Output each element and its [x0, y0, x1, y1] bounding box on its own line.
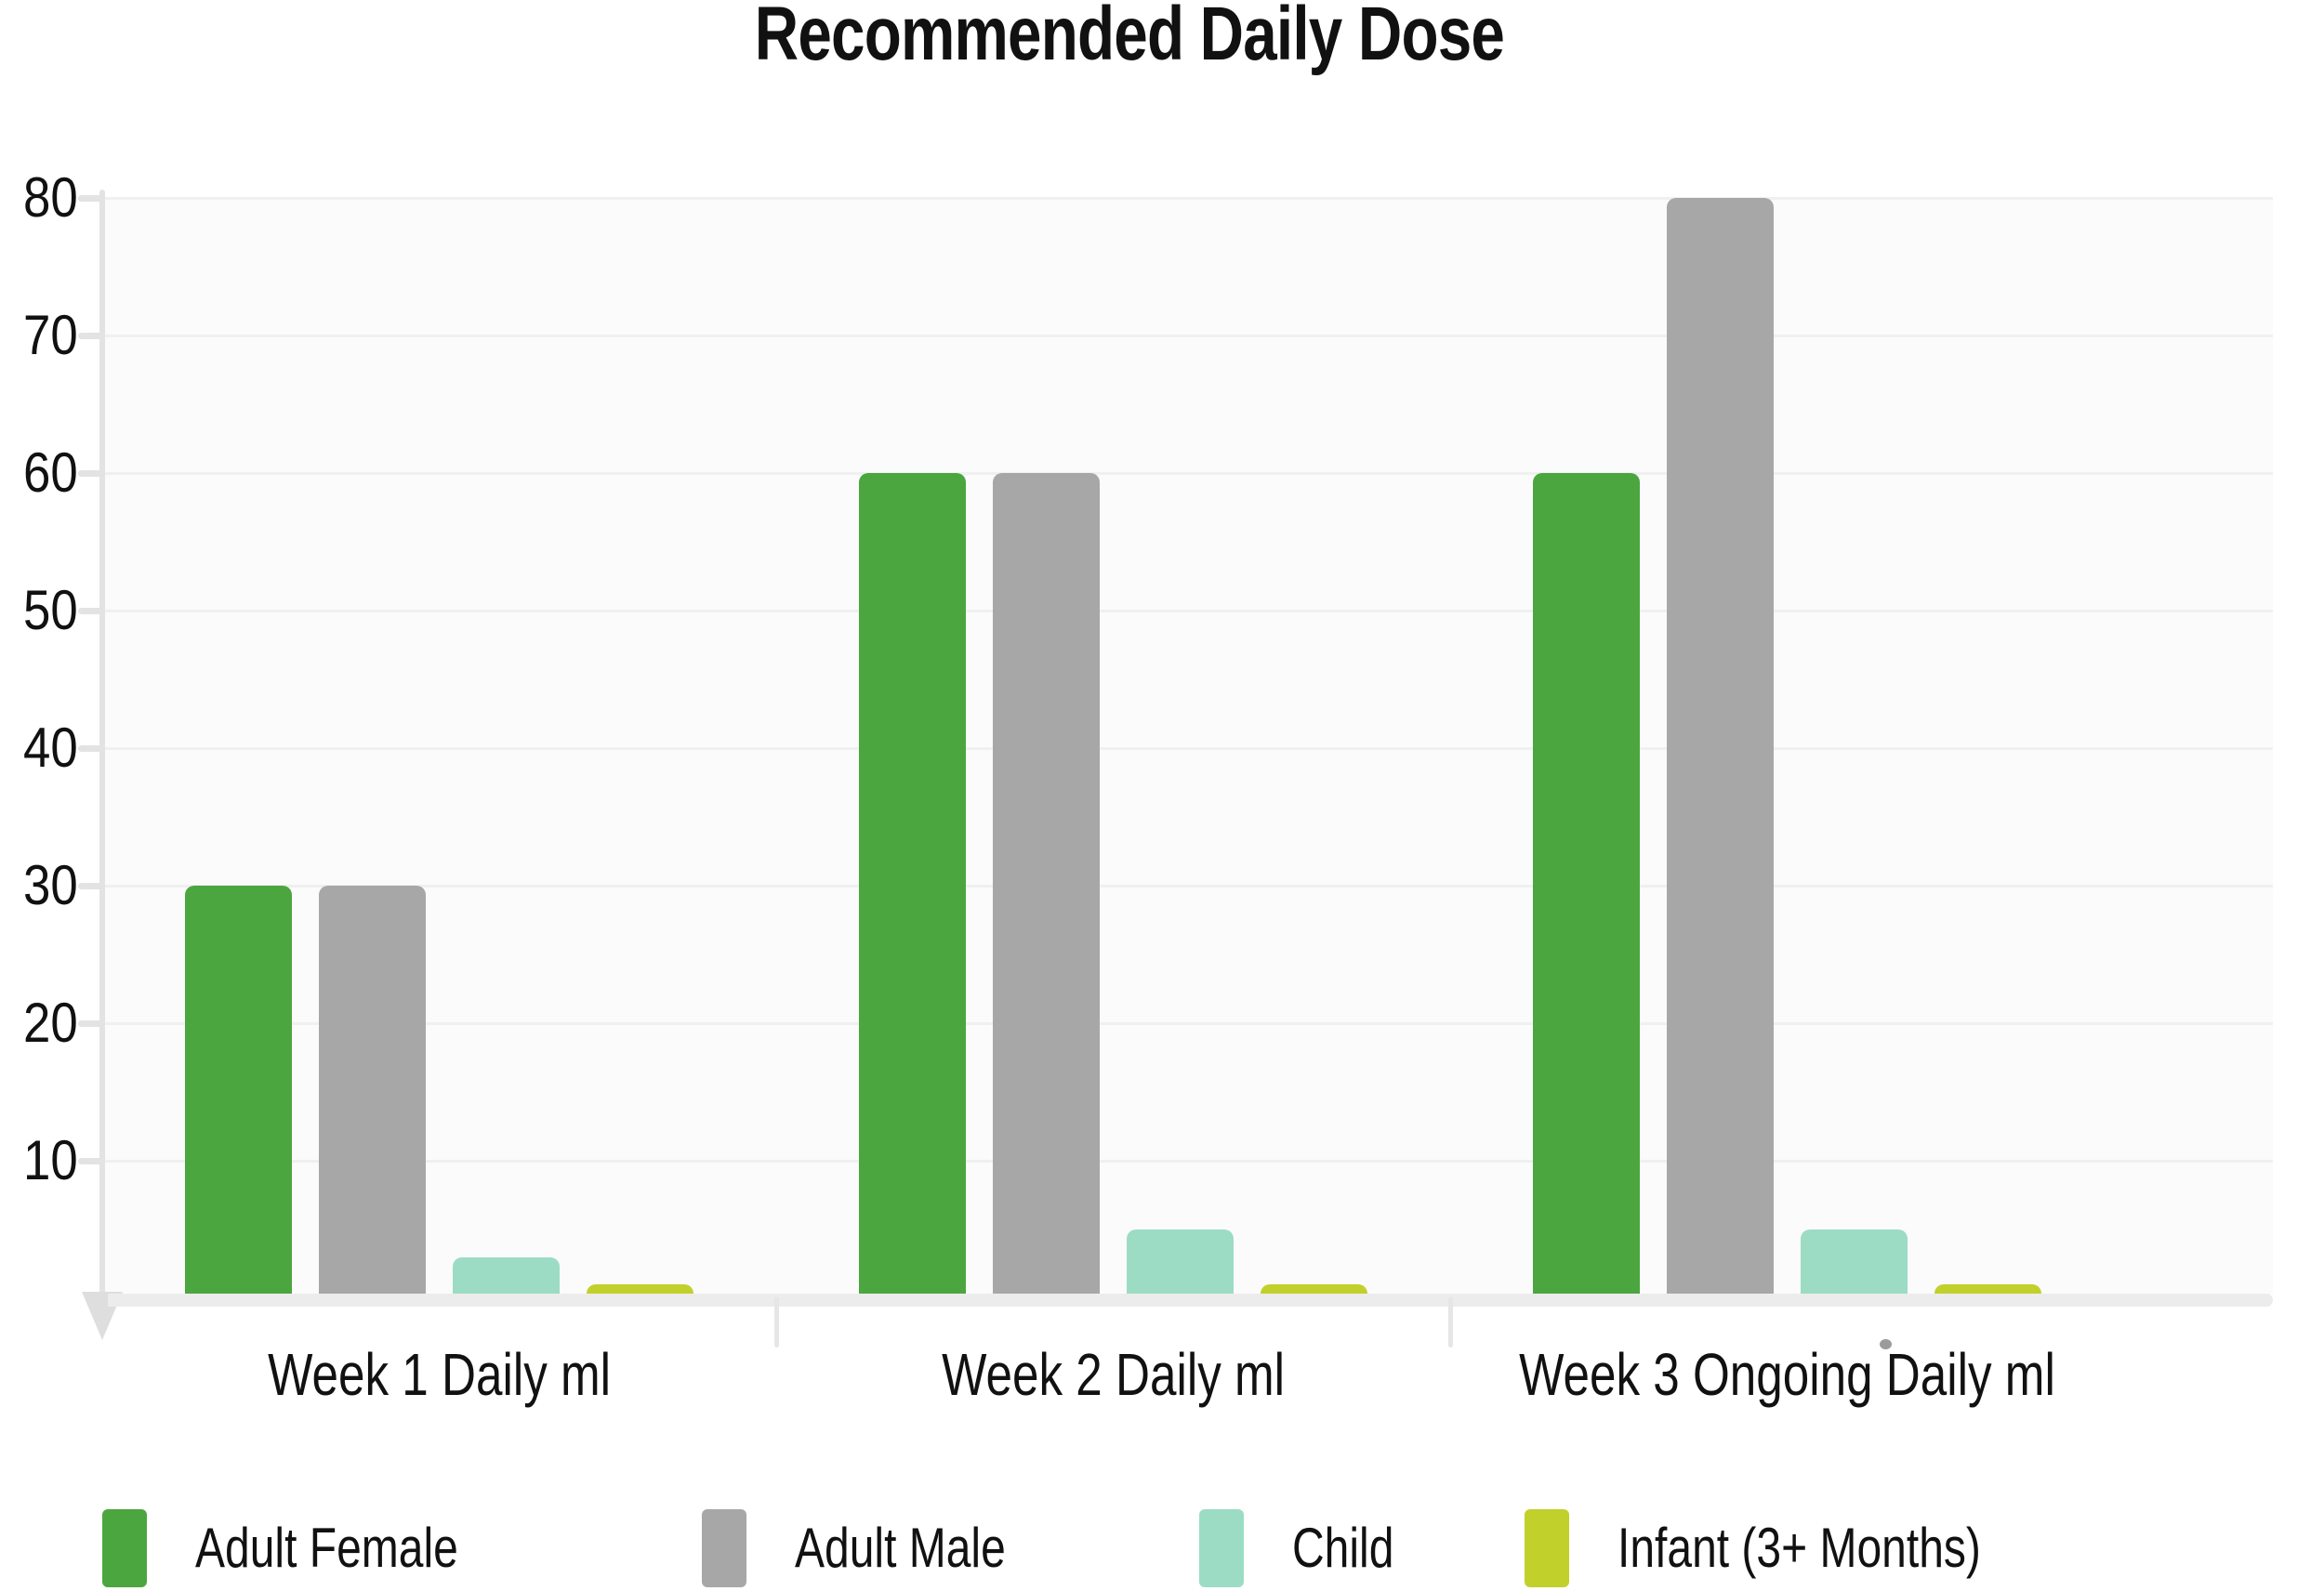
- gridline: [102, 471, 2273, 475]
- legend-item-infant-3-months: Infant (3+ Months): [1525, 1509, 2072, 1587]
- legend-swatch-infant-3-months: [1525, 1509, 1569, 1587]
- gridline: [102, 334, 2273, 337]
- x-category-label-container: Week 3 Ongoing Daily ml: [1450, 1335, 2124, 1414]
- y-tick-label: 50: [23, 579, 78, 641]
- y-tick-mark: [78, 1019, 103, 1027]
- legend-label: Adult Female: [195, 1517, 458, 1579]
- x-category-label-container: Week 2 Daily ml: [776, 1335, 1450, 1414]
- y-tick-mark: [78, 607, 103, 614]
- y-tick-label: 40: [23, 717, 78, 779]
- bar-adult-male-week-3-ongoing-daily-ml: [1667, 198, 1774, 1302]
- y-tick-label: 10: [23, 1129, 78, 1191]
- y-tick-mark: [78, 882, 103, 889]
- x-axis-baseline: [108, 1294, 2273, 1307]
- x-category-label: Week 3 Ongoing Daily ml: [1519, 1341, 2055, 1408]
- legend-item-adult-female: Adult Female: [102, 1509, 524, 1587]
- gridline: [102, 884, 2273, 888]
- legend-label: Child: [1292, 1517, 1394, 1579]
- bar-adult-male-week-1-daily-ml: [319, 886, 426, 1302]
- y-tick-label: 20: [23, 992, 78, 1054]
- gridline: [102, 609, 2273, 612]
- y-tick-label: 60: [23, 441, 78, 504]
- legend-label: Adult Male: [795, 1517, 1006, 1579]
- gridline: [102, 196, 2273, 200]
- bar-child-week-3-ongoing-daily-ml: [1801, 1229, 1908, 1302]
- chart-title: Recommended Daily Dose: [754, 0, 1505, 76]
- category-separator: [1448, 1297, 1453, 1348]
- y-tick-mark: [78, 194, 103, 202]
- bar-adult-male-week-2-daily-ml: [993, 473, 1100, 1302]
- y-tick-mark: [78, 469, 103, 477]
- y-tick-mark: [78, 744, 103, 752]
- legend-item-child: Child: [1199, 1509, 1419, 1587]
- y-tick-label: 30: [23, 854, 78, 916]
- legend-swatch-child: [1199, 1509, 1244, 1587]
- gridline: [102, 746, 2273, 750]
- y-axis-line: [99, 190, 105, 1297]
- y-tick-label: 70: [23, 304, 78, 366]
- bar-child-week-2-daily-ml: [1127, 1229, 1234, 1302]
- bar-adult-female-week-1-daily-ml: [185, 886, 292, 1302]
- x-category-label: Week 2 Daily ml: [942, 1341, 1285, 1408]
- y-tick-mark: [78, 1157, 103, 1164]
- legend-label: Infant (3+ Months): [1618, 1517, 1981, 1579]
- y-tick-mark: [78, 332, 103, 339]
- gridline: [102, 1159, 2273, 1163]
- legend-swatch-adult-male: [702, 1509, 746, 1587]
- legend-swatch-adult-female: [102, 1509, 147, 1587]
- chart-title-row: Recommended Daily Dose: [0, 0, 2259, 78]
- bar-adult-female-week-3-ongoing-daily-ml: [1533, 473, 1640, 1302]
- plot-area: [102, 198, 2273, 1295]
- gridline: [102, 1021, 2273, 1025]
- legend-item-adult-male: Adult Male: [702, 1509, 1058, 1587]
- x-category-label-container: Week 1 Daily ml: [102, 1335, 776, 1414]
- x-category-label: Week 1 Daily ml: [268, 1341, 611, 1408]
- stray-dot: [1880, 1339, 1892, 1349]
- bar-adult-female-week-2-daily-ml: [859, 473, 966, 1302]
- y-tick-label: 80: [23, 166, 78, 229]
- category-separator: [774, 1297, 779, 1348]
